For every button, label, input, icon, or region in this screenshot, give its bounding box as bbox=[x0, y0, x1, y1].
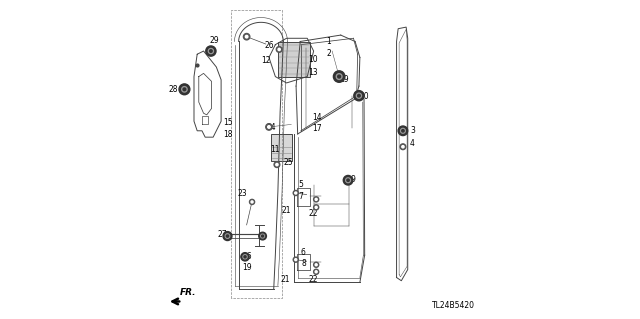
Circle shape bbox=[182, 87, 187, 92]
Circle shape bbox=[183, 88, 186, 91]
Circle shape bbox=[262, 235, 264, 237]
Circle shape bbox=[293, 257, 298, 262]
Circle shape bbox=[274, 162, 280, 167]
Circle shape bbox=[244, 256, 246, 258]
Circle shape bbox=[358, 94, 360, 97]
Text: 23: 23 bbox=[238, 189, 248, 198]
Circle shape bbox=[400, 144, 406, 150]
Circle shape bbox=[314, 205, 319, 210]
Circle shape bbox=[250, 199, 255, 204]
Text: 26: 26 bbox=[264, 41, 274, 50]
Text: 5: 5 bbox=[298, 180, 303, 189]
Circle shape bbox=[243, 255, 247, 259]
Circle shape bbox=[245, 35, 248, 38]
Text: 7: 7 bbox=[298, 192, 303, 201]
Text: 29: 29 bbox=[339, 75, 349, 84]
Circle shape bbox=[295, 259, 297, 261]
Text: 29: 29 bbox=[210, 36, 220, 45]
Text: 2: 2 bbox=[326, 49, 332, 58]
Circle shape bbox=[206, 46, 216, 56]
Text: 12: 12 bbox=[262, 56, 271, 65]
Text: 10: 10 bbox=[308, 56, 318, 64]
Circle shape bbox=[333, 71, 345, 82]
Text: 20: 20 bbox=[359, 93, 369, 101]
Circle shape bbox=[356, 93, 362, 98]
Text: 27: 27 bbox=[218, 230, 227, 239]
Text: 6: 6 bbox=[301, 248, 306, 256]
Circle shape bbox=[268, 126, 270, 128]
Circle shape bbox=[259, 232, 266, 240]
Circle shape bbox=[276, 47, 282, 52]
Circle shape bbox=[402, 130, 404, 132]
Circle shape bbox=[315, 271, 317, 273]
Circle shape bbox=[223, 232, 232, 241]
Text: 15: 15 bbox=[223, 118, 233, 127]
Text: 22: 22 bbox=[308, 275, 317, 284]
Text: TL24B5420: TL24B5420 bbox=[432, 301, 475, 310]
Circle shape bbox=[338, 75, 340, 78]
Text: 17: 17 bbox=[312, 124, 322, 133]
Text: 13: 13 bbox=[308, 68, 318, 77]
Circle shape bbox=[225, 234, 230, 238]
Circle shape bbox=[293, 190, 298, 196]
Text: 16: 16 bbox=[243, 252, 252, 261]
FancyBboxPatch shape bbox=[278, 42, 310, 77]
FancyBboxPatch shape bbox=[271, 134, 292, 161]
Text: 19: 19 bbox=[243, 263, 252, 272]
Text: 22: 22 bbox=[309, 209, 318, 218]
Circle shape bbox=[315, 206, 317, 208]
Circle shape bbox=[266, 124, 272, 130]
Circle shape bbox=[210, 50, 212, 52]
Circle shape bbox=[227, 235, 228, 237]
Circle shape bbox=[315, 264, 317, 266]
Circle shape bbox=[402, 145, 404, 148]
Circle shape bbox=[295, 192, 297, 194]
Text: 1: 1 bbox=[326, 37, 332, 46]
Circle shape bbox=[179, 84, 190, 95]
Text: 3: 3 bbox=[410, 126, 415, 135]
Text: 25: 25 bbox=[284, 158, 294, 167]
Circle shape bbox=[347, 179, 349, 182]
Text: 28: 28 bbox=[168, 85, 178, 94]
Circle shape bbox=[314, 262, 319, 267]
Text: 4: 4 bbox=[410, 139, 415, 148]
Circle shape bbox=[243, 33, 250, 40]
Circle shape bbox=[251, 201, 253, 203]
Circle shape bbox=[278, 48, 280, 51]
Text: 21: 21 bbox=[281, 206, 291, 215]
Text: 24: 24 bbox=[267, 123, 276, 132]
Circle shape bbox=[314, 197, 319, 202]
Text: 18: 18 bbox=[223, 130, 233, 139]
Circle shape bbox=[401, 129, 405, 133]
Text: 9: 9 bbox=[351, 175, 355, 184]
Circle shape bbox=[336, 74, 342, 79]
Circle shape bbox=[315, 198, 317, 200]
Circle shape bbox=[241, 253, 249, 261]
Circle shape bbox=[209, 48, 214, 54]
Circle shape bbox=[314, 269, 319, 274]
Text: 14: 14 bbox=[312, 113, 322, 122]
Circle shape bbox=[398, 126, 408, 136]
Text: 11: 11 bbox=[271, 145, 280, 154]
Circle shape bbox=[346, 178, 351, 183]
Circle shape bbox=[276, 163, 278, 166]
Text: 21: 21 bbox=[281, 275, 291, 284]
Text: FR.: FR. bbox=[180, 288, 196, 297]
Text: 8: 8 bbox=[301, 259, 306, 268]
Circle shape bbox=[343, 175, 353, 185]
Circle shape bbox=[260, 234, 264, 238]
Circle shape bbox=[354, 91, 364, 101]
